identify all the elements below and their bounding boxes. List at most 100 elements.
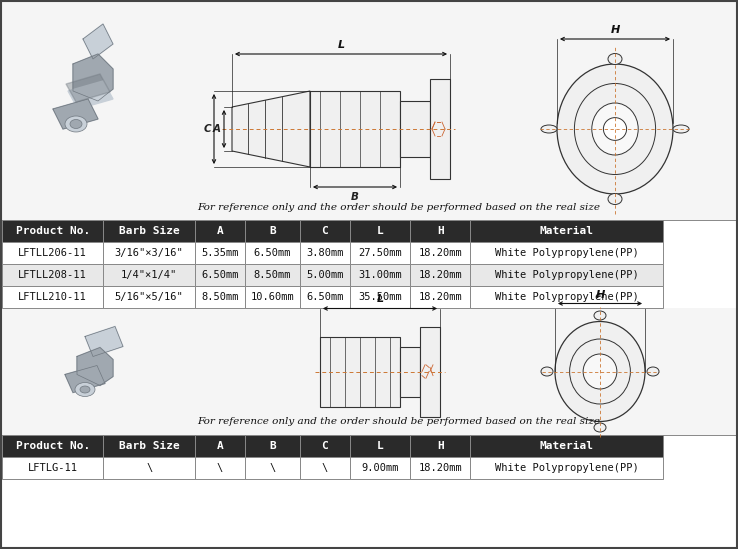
Bar [195, 457, 245, 479]
Text: LFTLL210-11: LFTLL210-11 [18, 292, 87, 302]
Ellipse shape [541, 125, 557, 133]
Ellipse shape [594, 423, 606, 432]
Ellipse shape [604, 117, 627, 141]
Text: \: \ [322, 463, 328, 473]
Text: A: A [217, 226, 224, 236]
Text: L: L [376, 294, 384, 305]
Text: 5/16"×5/16": 5/16"×5/16" [115, 292, 184, 302]
Bar [103, 435, 195, 457]
Bar [350, 286, 410, 308]
Bar [245, 457, 300, 479]
Bar [400, 101, 430, 157]
Polygon shape [73, 54, 113, 101]
Bar [410, 457, 470, 479]
Text: L: L [376, 226, 383, 236]
Bar [245, 435, 300, 457]
Bar [420, 327, 440, 417]
Ellipse shape [570, 339, 630, 404]
Text: LFTLL206-11: LFTLL206-11 [18, 248, 87, 258]
Text: LFTLG-11: LFTLG-11 [27, 463, 77, 473]
Text: 31.00mm: 31.00mm [358, 270, 402, 280]
Text: Material: Material [539, 226, 593, 236]
Bar [300, 220, 350, 242]
Bar [2, 242, 103, 264]
Text: 1/4"×1/4": 1/4"×1/4" [121, 270, 177, 280]
Bar [245, 220, 300, 242]
Ellipse shape [555, 322, 645, 422]
Bar [103, 220, 195, 242]
Text: Product No.: Product No. [15, 441, 90, 451]
Bar [470, 435, 663, 457]
Text: 3/16"×3/16": 3/16"×3/16" [115, 248, 184, 258]
Ellipse shape [594, 311, 606, 320]
Text: For reference only and the order should be performed based on the real size: For reference only and the order should … [198, 417, 601, 427]
Text: B: B [269, 226, 276, 236]
Polygon shape [83, 24, 113, 59]
Text: H: H [596, 289, 604, 300]
Text: 6.50mm: 6.50mm [201, 270, 239, 280]
Text: Product No.: Product No. [15, 226, 90, 236]
Bar [2, 308, 736, 435]
Bar [470, 264, 663, 286]
Bar [410, 264, 470, 286]
Bar [310, 91, 400, 167]
Bar [300, 264, 350, 286]
Text: C: C [204, 124, 211, 134]
Polygon shape [68, 81, 113, 109]
Bar [470, 242, 663, 264]
Bar [245, 286, 300, 308]
Bar [195, 264, 245, 286]
Text: Material: Material [539, 441, 593, 451]
Polygon shape [232, 91, 310, 167]
Text: 3.80mm: 3.80mm [306, 248, 344, 258]
Bar [2, 286, 103, 308]
Ellipse shape [75, 383, 95, 396]
Bar [245, 242, 300, 264]
Text: 18.20mm: 18.20mm [418, 270, 462, 280]
Text: 8.50mm: 8.50mm [254, 270, 292, 280]
Bar [195, 435, 245, 457]
Bar [470, 220, 663, 242]
Text: H: H [437, 441, 444, 451]
Text: \: \ [146, 463, 152, 473]
Text: B: B [351, 192, 359, 202]
Bar [300, 457, 350, 479]
Text: B: B [269, 441, 276, 451]
Bar [2, 457, 103, 479]
Bar [103, 242, 195, 264]
Bar [2, 435, 103, 457]
Bar [103, 286, 195, 308]
Bar [2, 264, 103, 286]
Text: 6.50mm: 6.50mm [306, 292, 344, 302]
Text: 5.00mm: 5.00mm [306, 270, 344, 280]
Bar [195, 286, 245, 308]
Bar [470, 286, 663, 308]
Bar [195, 242, 245, 264]
Text: \: \ [269, 463, 275, 473]
Ellipse shape [608, 53, 622, 64]
Text: H: H [610, 25, 620, 35]
Text: Barb Size: Barb Size [119, 226, 179, 236]
Bar [400, 346, 420, 396]
Text: 8.50mm: 8.50mm [201, 292, 239, 302]
Bar [350, 242, 410, 264]
Ellipse shape [673, 125, 689, 133]
Text: 18.20mm: 18.20mm [418, 292, 462, 302]
Text: White Polypropylene(PP): White Polypropylene(PP) [494, 292, 638, 302]
Bar [245, 264, 300, 286]
Text: 18.20mm: 18.20mm [418, 248, 462, 258]
Text: White Polypropylene(PP): White Polypropylene(PP) [494, 463, 638, 473]
Text: L: L [337, 40, 345, 50]
Text: A: A [213, 124, 221, 134]
Bar [350, 457, 410, 479]
Bar [350, 220, 410, 242]
Ellipse shape [70, 120, 82, 128]
Text: 18.20mm: 18.20mm [418, 463, 462, 473]
Bar [2, 2, 736, 220]
Bar [410, 435, 470, 457]
Text: 35.50mm: 35.50mm [358, 292, 402, 302]
Bar [410, 220, 470, 242]
Ellipse shape [608, 193, 622, 204]
Bar [430, 79, 450, 179]
Text: A: A [217, 441, 224, 451]
